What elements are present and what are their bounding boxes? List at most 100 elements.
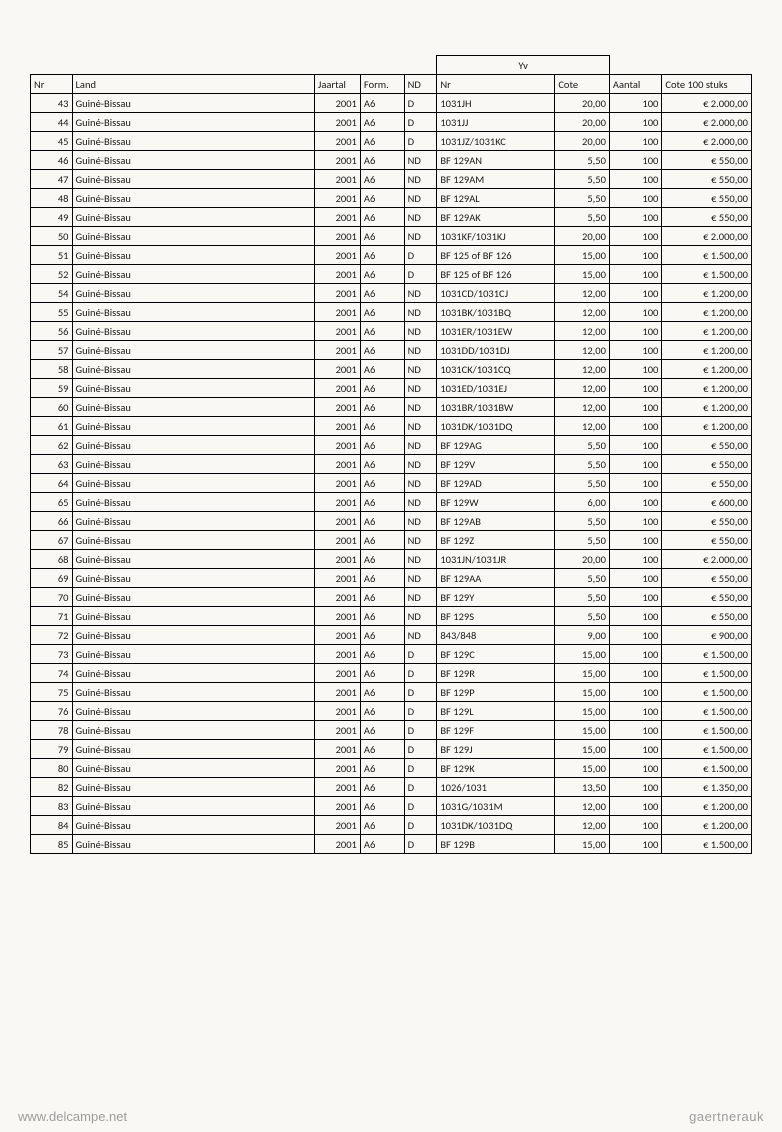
cell-jaartal: 2001 [315, 816, 361, 835]
table-row: 80Guiné-Bissau2001A6DBF 129K15,00100€ 1.… [31, 759, 752, 778]
cell-aantal: 100 [609, 835, 661, 854]
cell-nr: 76 [31, 702, 73, 721]
cell-nr: 70 [31, 588, 73, 607]
cell-form: A6 [360, 94, 404, 113]
cell-aantal: 100 [609, 398, 661, 417]
cell-cote100: € 550,00 [662, 189, 752, 208]
cell-jaartal: 2001 [315, 455, 361, 474]
cell-jaartal: 2001 [315, 626, 361, 645]
cell-yvnr: BF 129K [437, 759, 555, 778]
cell-aantal: 100 [609, 265, 661, 284]
cell-land: Guiné-Bissau [72, 227, 315, 246]
cell-aantal: 100 [609, 132, 661, 151]
table-row: 85Guiné-Bissau2001A6DBF 129B15,00100€ 1.… [31, 835, 752, 854]
cell-aantal: 100 [609, 797, 661, 816]
table-row: 79Guiné-Bissau2001A6DBF 129J15,00100€ 1.… [31, 740, 752, 759]
cell-cote100: € 1.500,00 [662, 759, 752, 778]
cell-cote: 5,50 [555, 607, 610, 626]
cell-nd: ND [404, 417, 437, 436]
cell-jaartal: 2001 [315, 170, 361, 189]
table-row: 66Guiné-Bissau2001A6NDBF 129AB5,50100€ 5… [31, 512, 752, 531]
cell-cote: 12,00 [555, 797, 610, 816]
cell-nr: 46 [31, 151, 73, 170]
cell-land: Guiné-Bissau [72, 721, 315, 740]
cell-jaartal: 2001 [315, 227, 361, 246]
cell-aantal: 100 [609, 151, 661, 170]
cell-land: Guiné-Bissau [72, 398, 315, 417]
cell-form: A6 [360, 702, 404, 721]
cell-nr: 69 [31, 569, 73, 588]
cell-nd: ND [404, 360, 437, 379]
cell-aantal: 100 [609, 455, 661, 474]
cell-nr: 52 [31, 265, 73, 284]
cell-nd: D [404, 797, 437, 816]
cell-yvnr: 1031DK/1031DQ [437, 816, 555, 835]
cell-nd: ND [404, 436, 437, 455]
cell-cote: 5,50 [555, 151, 610, 170]
cell-cote: 12,00 [555, 322, 610, 341]
cell-aantal: 100 [609, 303, 661, 322]
cell-form: A6 [360, 151, 404, 170]
cell-yvnr: BF 129R [437, 664, 555, 683]
cell-yvnr: 1031DD/1031DJ [437, 341, 555, 360]
cell-cote100: € 1.350,00 [662, 778, 752, 797]
cell-land: Guiné-Bissau [72, 550, 315, 569]
cell-cote100: € 550,00 [662, 170, 752, 189]
table-row: 49Guiné-Bissau2001A6NDBF 129AK5,50100€ 5… [31, 208, 752, 227]
cell-form: A6 [360, 683, 404, 702]
cell-cote: 15,00 [555, 740, 610, 759]
header-cote: Cote [555, 75, 610, 94]
cell-nr: 80 [31, 759, 73, 778]
cell-jaartal: 2001 [315, 284, 361, 303]
cell-nd: D [404, 835, 437, 854]
cell-form: A6 [360, 208, 404, 227]
cell-cote100: € 2.000,00 [662, 132, 752, 151]
cell-cote: 5,50 [555, 189, 610, 208]
cell-yvnr: 1026/1031 [437, 778, 555, 797]
cell-nd: D [404, 816, 437, 835]
cell-form: A6 [360, 759, 404, 778]
cell-aantal: 100 [609, 740, 661, 759]
cell-yvnr: BF 129AK [437, 208, 555, 227]
cell-yvnr: BF 129L [437, 702, 555, 721]
cell-aantal: 100 [609, 379, 661, 398]
document-page: Yv Nr Land Jaartal Form. ND Nr Cote Aant… [0, 0, 782, 1132]
header-nd: ND [404, 75, 437, 94]
table-row: 46Guiné-Bissau2001A6NDBF 129AN5,50100€ 5… [31, 151, 752, 170]
cell-nd: D [404, 132, 437, 151]
cell-cote100: € 2.000,00 [662, 550, 752, 569]
cell-jaartal: 2001 [315, 189, 361, 208]
cell-jaartal: 2001 [315, 474, 361, 493]
cell-jaartal: 2001 [315, 759, 361, 778]
cell-nd: D [404, 778, 437, 797]
cell-cote100: € 1.500,00 [662, 645, 752, 664]
cell-jaartal: 2001 [315, 436, 361, 455]
cell-aantal: 100 [609, 474, 661, 493]
cell-jaartal: 2001 [315, 835, 361, 854]
cell-aantal: 100 [609, 493, 661, 512]
cell-nr: 50 [31, 227, 73, 246]
cell-jaartal: 2001 [315, 531, 361, 550]
cell-yvnr: BF 129S [437, 607, 555, 626]
cell-nr: 63 [31, 455, 73, 474]
cell-cote: 15,00 [555, 835, 610, 854]
cell-cote: 12,00 [555, 379, 610, 398]
cell-aantal: 100 [609, 759, 661, 778]
cell-nd: ND [404, 379, 437, 398]
cell-yvnr: 1031DK/1031DQ [437, 417, 555, 436]
cell-nr: 67 [31, 531, 73, 550]
cell-jaartal: 2001 [315, 588, 361, 607]
table-row: 71Guiné-Bissau2001A6NDBF 129S5,50100€ 55… [31, 607, 752, 626]
cell-cote: 12,00 [555, 398, 610, 417]
cell-jaartal: 2001 [315, 683, 361, 702]
cell-yvnr: BF 125 of BF 126 [437, 246, 555, 265]
cell-form: A6 [360, 835, 404, 854]
cell-cote: 5,50 [555, 208, 610, 227]
header-cote100: Cote 100 stuks [662, 75, 752, 94]
table-row: 70Guiné-Bissau2001A6NDBF 129Y5,50100€ 55… [31, 588, 752, 607]
cell-cote100: € 1.200,00 [662, 284, 752, 303]
cell-cote: 5,50 [555, 588, 610, 607]
cell-nr: 66 [31, 512, 73, 531]
cell-land: Guiné-Bissau [72, 455, 315, 474]
cell-land: Guiné-Bissau [72, 189, 315, 208]
